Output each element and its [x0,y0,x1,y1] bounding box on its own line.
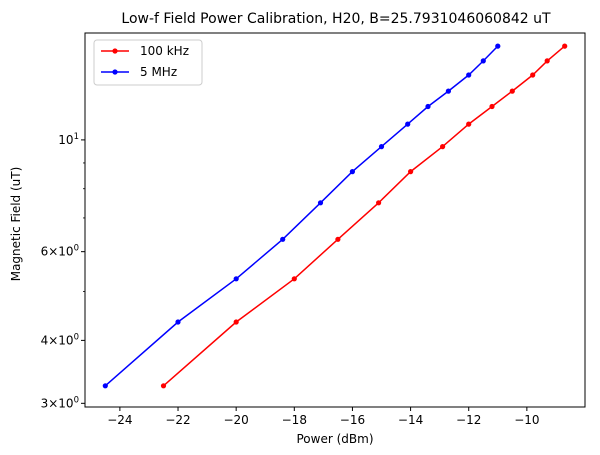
legend-swatch-marker [112,48,118,54]
data-point [349,169,355,175]
data-point [317,200,324,206]
data-point [160,383,167,389]
plot-frame [84,32,586,408]
data-point [102,383,108,389]
series-0 [160,43,568,389]
series-1 [102,43,501,389]
x-axis: −24 −22 −20 −18 −16 −14 −12 −10 [107,407,540,427]
data-point [509,88,515,94]
data-point [489,103,495,110]
y-tick-label: 3×100 [41,395,79,410]
data-point [405,121,411,127]
x-tick-label: −12 [456,413,481,427]
legend-swatch-marker [112,69,118,75]
data-point [480,58,486,64]
data-point [495,43,501,49]
series-line [104,45,499,387]
y-tick-label: 101 [58,132,79,147]
legend-label: 5 MHz [140,65,177,79]
x-tick-label: −20 [223,413,248,427]
series-layer [102,43,568,389]
x-tick-label: −24 [107,413,132,427]
data-point [562,43,568,49]
data-point [530,72,536,78]
data-point [425,103,431,110]
data-point [440,144,446,150]
data-point [378,144,385,150]
y-tick-label: 4×100 [41,332,79,347]
y-tick-label: 6×100 [41,244,79,259]
data-point [376,200,382,206]
data-point [233,319,239,325]
legend-label: 100 kHz [140,44,189,58]
legend-item: 5 MHz [101,65,177,79]
chart-title: Low-f Field Power Calibration, H20, B=25… [121,11,551,27]
data-point [445,88,451,94]
data-point [280,236,286,242]
data-point [408,169,414,175]
data-point [175,319,181,325]
data-point [544,58,550,64]
data-point [233,276,239,282]
y-axis: 3×100 4×100 6×100 101 [41,132,85,410]
data-point [335,236,341,242]
x-tick-label: −16 [340,413,365,427]
x-tick-label: −22 [165,413,190,427]
y-axis-label: Magnetic Field (uT) [9,167,23,282]
x-axis-label: Power (dBm) [297,432,374,446]
x-tick-label: −14 [398,413,423,427]
x-tick-label: −10 [514,413,539,427]
x-tick-label: −18 [282,413,307,427]
legend: 100 kHz 5 MHz [93,39,203,86]
data-point [466,121,472,127]
data-point [291,276,297,282]
data-point [466,72,472,78]
series-line [163,45,566,387]
legend-item: 100 kHz [101,44,189,58]
